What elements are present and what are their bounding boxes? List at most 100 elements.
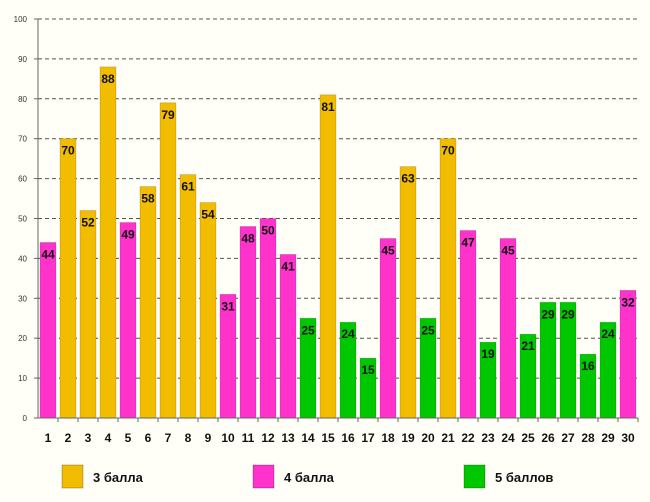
data-label: 29: [561, 307, 575, 321]
y-tick-label: 10: [18, 374, 27, 383]
y-tick-label: 20: [18, 334, 27, 343]
x-tick-label: 21: [441, 431, 455, 445]
x-tick-label: 15: [321, 431, 335, 445]
legend-swatch: [252, 464, 275, 489]
x-tick-label: 7: [165, 431, 172, 445]
x-tick-label: 14: [301, 431, 315, 445]
data-label: 25: [301, 323, 315, 337]
data-label: 54: [201, 208, 215, 222]
x-tick-label: 2: [65, 431, 72, 445]
data-label: 58: [141, 192, 155, 206]
x-tick-label: 11: [242, 431, 255, 445]
x-tick-label: 27: [561, 431, 575, 445]
bar: [399, 166, 417, 419]
bars: 44 70 52 88 49 58 79 61 54 31 48 50 41 25 81 24 15 45 63 25…: [39, 66, 637, 419]
gridlines: [38, 18, 638, 379]
data-label: 81: [321, 100, 335, 114]
data-label: 21: [521, 339, 535, 353]
x-tick-label: 17: [361, 431, 375, 445]
x-tick-label: 5: [125, 431, 132, 445]
bar: [319, 94, 337, 419]
x-tick-label: 10: [221, 431, 235, 445]
bar: [199, 202, 217, 419]
data-label: 63: [401, 172, 415, 186]
data-label: 45: [501, 243, 515, 257]
x-tick-label: 22: [461, 431, 475, 445]
legend: 3 балла 4 балла 5 баллов: [61, 464, 553, 489]
x-tick-label: 23: [481, 431, 495, 445]
x-tick-label: 8: [185, 431, 192, 445]
bar: [239, 226, 257, 419]
x-tick-label: 16: [341, 431, 355, 445]
legend-label: 4 балла: [284, 470, 335, 485]
y-tick-label: 50: [18, 215, 27, 224]
data-label: 49: [121, 227, 135, 241]
x-tick-label: 9: [205, 431, 212, 445]
data-label: 70: [61, 144, 75, 158]
data-label: 19: [481, 347, 495, 361]
data-label: 61: [181, 180, 195, 194]
y-tick-label: 40: [18, 254, 27, 263]
data-label: 25: [421, 323, 435, 337]
data-label: 41: [281, 259, 295, 273]
legend-swatch: [61, 464, 84, 489]
y-axis-ticks: 0 10 20 30 40 50 60 70 80 90 100: [14, 15, 38, 423]
y-tick-label: 30: [18, 294, 27, 303]
x-tick-label: 3: [85, 431, 92, 445]
y-tick-label: 100: [14, 15, 28, 24]
y-tick-label: 70: [18, 135, 27, 144]
data-label: 70: [441, 144, 455, 158]
data-label: 15: [361, 363, 375, 377]
bar: [619, 289, 637, 419]
bar: [139, 186, 157, 419]
y-tick-label: 60: [18, 175, 27, 184]
bar: [159, 102, 177, 419]
bar: [459, 230, 477, 419]
bar: [279, 254, 297, 419]
x-axis-ticks: 1 2 3 4 5 6 7 8 9 10 11 12 13 14 15 16 17 18 19 20 21 22 23 24 2…: [45, 418, 639, 445]
data-label: 31: [221, 299, 235, 313]
data-label: 50: [261, 224, 275, 238]
bar: [439, 138, 457, 419]
y-tick-label: 0: [23, 414, 28, 423]
data-label: 24: [601, 327, 615, 341]
x-tick-label: 25: [521, 431, 535, 445]
data-label: 48: [241, 231, 255, 245]
x-tick-label: 20: [421, 431, 435, 445]
x-tick-label: 4: [105, 431, 112, 445]
legend-label: 3 балла: [93, 470, 144, 485]
x-tick-label: 30: [621, 431, 635, 445]
bar: [379, 238, 397, 419]
x-tick-label: 29: [601, 431, 615, 445]
x-tick-label: 18: [381, 431, 395, 445]
x-tick-label: 24: [501, 431, 515, 445]
data-label: 45: [381, 243, 395, 257]
x-tick-label: 6: [145, 431, 152, 445]
bar: [499, 238, 517, 419]
data-label: 44: [41, 247, 55, 261]
data-label: 29: [541, 307, 555, 321]
data-label: 32: [621, 295, 635, 309]
bar: [99, 66, 117, 419]
legend-swatch: [463, 464, 486, 489]
x-tick-label: 1: [45, 431, 52, 445]
x-tick-label: 19: [401, 431, 415, 445]
y-tick-label: 90: [18, 55, 27, 64]
bar: [179, 174, 197, 419]
data-label: 47: [461, 235, 475, 249]
data-label: 24: [341, 327, 355, 341]
data-label: 79: [161, 108, 175, 122]
bar: [119, 222, 137, 419]
data-label: 16: [581, 359, 595, 373]
bar: [79, 210, 97, 419]
x-tick-label: 13: [281, 431, 295, 445]
x-tick-label: 26: [541, 431, 555, 445]
bar: [259, 218, 277, 419]
bar: [39, 242, 57, 419]
x-tick-label: 28: [581, 431, 595, 445]
x-tick-label: 12: [261, 431, 275, 445]
bar: [59, 138, 77, 419]
data-label: 88: [101, 72, 115, 86]
y-tick-label: 80: [18, 95, 27, 104]
